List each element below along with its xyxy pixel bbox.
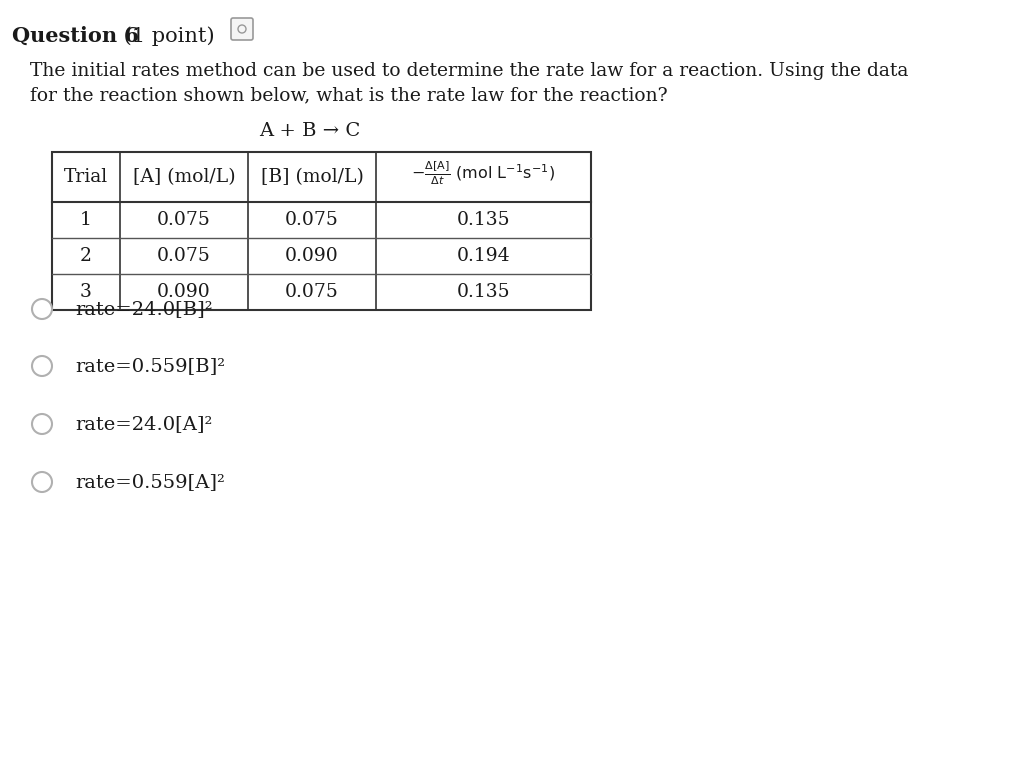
Text: rate=0.559[A]²: rate=0.559[A]² <box>75 473 225 491</box>
Text: 0.090: 0.090 <box>157 283 211 301</box>
Text: 1: 1 <box>80 211 92 229</box>
Text: Trial: Trial <box>63 168 109 186</box>
Text: 0.135: 0.135 <box>457 211 510 229</box>
Circle shape <box>32 356 52 376</box>
Text: rate=24.0[A]²: rate=24.0[A]² <box>75 415 212 433</box>
Text: 0.135: 0.135 <box>457 283 510 301</box>
Circle shape <box>32 299 52 319</box>
Text: The initial rates method can be used to determine the rate law for a reaction. U: The initial rates method can be used to … <box>30 62 908 80</box>
Circle shape <box>238 25 246 33</box>
Text: A + B → C: A + B → C <box>259 122 360 140</box>
Bar <box>52 152 591 310</box>
Text: for the reaction shown below, what is the rate law for the reaction?: for the reaction shown below, what is th… <box>30 86 668 104</box>
Text: (1 point): (1 point) <box>117 26 215 46</box>
Text: 0.075: 0.075 <box>157 247 211 265</box>
Text: 3: 3 <box>80 283 92 301</box>
Text: 0.075: 0.075 <box>285 211 339 229</box>
Text: rate=24.0[B]²: rate=24.0[B]² <box>75 300 213 318</box>
Text: Question 6: Question 6 <box>12 26 139 46</box>
Text: 0.075: 0.075 <box>285 283 339 301</box>
Text: 0.090: 0.090 <box>285 247 339 265</box>
Text: [B] (mol/L): [B] (mol/L) <box>260 168 364 186</box>
Text: 2: 2 <box>80 247 92 265</box>
Text: $-\frac{\Delta[\mathrm{A}]}{\Delta t}$ $(\mathrm{mol\ L^{-1}s^{-1}})$: $-\frac{\Delta[\mathrm{A}]}{\Delta t}$ $… <box>412 159 556 187</box>
Text: 0.075: 0.075 <box>157 211 211 229</box>
Text: rate=0.559[B]²: rate=0.559[B]² <box>75 357 225 375</box>
Circle shape <box>32 472 52 492</box>
Text: [A] (mol/L): [A] (mol/L) <box>133 168 236 186</box>
Circle shape <box>32 414 52 434</box>
FancyBboxPatch shape <box>231 18 253 40</box>
Text: 0.194: 0.194 <box>457 247 510 265</box>
